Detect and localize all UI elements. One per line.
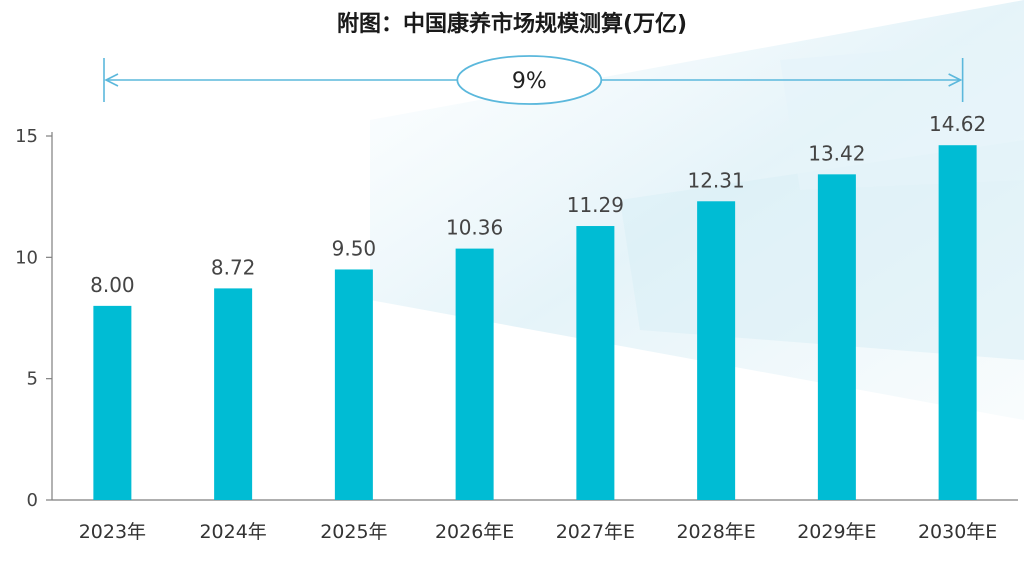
bar (697, 201, 736, 500)
x-tick-label: 2029年E (797, 521, 876, 543)
x-tick-label: 2028年E (676, 521, 755, 543)
bar (938, 145, 977, 501)
data-label: 8.00 (90, 273, 135, 297)
x-tick-label: 2024年 (199, 521, 266, 543)
data-label: 11.29 (567, 193, 624, 217)
y-tick-label: 10 (15, 247, 38, 268)
data-label: 13.42 (808, 141, 865, 165)
data-label: 10.36 (446, 216, 503, 240)
bar (334, 269, 373, 500)
x-tick-label: 2023年 (79, 521, 146, 543)
x-tick-label: 2026年E (435, 521, 514, 543)
bar (576, 226, 615, 500)
bar (455, 248, 494, 500)
data-label: 14.62 (929, 112, 986, 136)
x-tick-label: 2030年E (918, 521, 997, 543)
bar (214, 288, 253, 500)
x-tick-label: 2027年E (556, 521, 635, 543)
y-tick-label: 5 (27, 369, 38, 390)
data-label: 8.72 (211, 255, 256, 279)
arrow-head-right (948, 73, 963, 87)
y-tick-label: 0 (27, 490, 38, 511)
cagr-ellipse (456, 55, 603, 105)
bar (817, 174, 856, 500)
chart-title: 附图：中国康养市场规模测算(万亿) (336, 12, 688, 37)
cagr-label: 9% (512, 69, 547, 94)
bar (93, 305, 132, 500)
data-label: 12.31 (687, 168, 744, 192)
y-tick-label: 15 (15, 126, 38, 147)
data-label: 9.50 (332, 236, 377, 260)
arrow-head-left (104, 73, 119, 87)
x-tick-label: 2025年 (320, 521, 387, 543)
